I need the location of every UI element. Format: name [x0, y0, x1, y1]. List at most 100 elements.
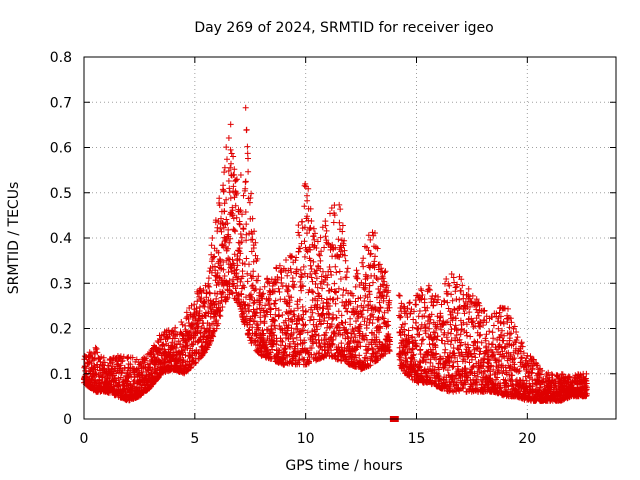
data-point: [194, 290, 201, 297]
data-point: [469, 292, 476, 299]
data-point: [323, 227, 330, 234]
y-tick-label: 0.3: [50, 276, 72, 292]
data-point: [94, 349, 101, 356]
data-point: [308, 274, 315, 281]
data-point: [201, 299, 208, 305]
data-point: [182, 352, 189, 359]
data-point: [215, 320, 222, 327]
data-point: [342, 257, 349, 264]
data-point: [118, 358, 125, 365]
data-point: [504, 315, 511, 322]
data-point: [226, 189, 233, 196]
data-point: [218, 215, 224, 222]
data-point: [98, 353, 105, 360]
data-point: [321, 332, 328, 339]
data-point: [244, 278, 251, 285]
data-point: [205, 275, 212, 282]
data-point: [236, 221, 243, 228]
data-point: [267, 305, 274, 312]
data-point: [243, 126, 250, 133]
data-point: [452, 284, 459, 291]
data-point: [347, 315, 354, 322]
data-point: [396, 292, 403, 299]
data-point: [301, 253, 308, 260]
data-point: [200, 287, 207, 294]
data-point: [337, 206, 344, 213]
data-point: [198, 295, 205, 302]
data-point: [217, 313, 224, 320]
data-point: [109, 359, 116, 366]
data-point: [100, 354, 107, 361]
data-point: [481, 307, 488, 314]
data-point: [448, 291, 455, 298]
data-point: [161, 348, 168, 355]
data-point: [319, 224, 326, 231]
data-point: [361, 298, 368, 304]
data-point: [360, 263, 367, 270]
data-point: [173, 345, 180, 351]
data-point: [295, 229, 302, 236]
data-point: [237, 172, 244, 178]
data-point: [322, 233, 329, 240]
y-tick-label: 0.8: [50, 50, 72, 66]
y-tick-label: 0: [63, 412, 72, 428]
data-point: [244, 143, 251, 150]
data-point: [395, 292, 402, 299]
chart-title: Day 269 of 2024, SRMTID for receiver ige…: [194, 20, 493, 36]
data-point: [264, 279, 271, 286]
data-point: [335, 308, 342, 315]
data-point: [206, 322, 213, 329]
data-point: [248, 190, 255, 197]
data-point: [426, 320, 433, 327]
data-point: [184, 342, 191, 349]
data-point: [331, 280, 338, 287]
data-point: [332, 263, 339, 270]
data-point: [176, 356, 183, 363]
data-point: [299, 316, 306, 323]
data-point: [307, 262, 314, 269]
data-point: [180, 357, 187, 363]
data-point: [245, 168, 252, 175]
y-tick-label: 0.2: [50, 322, 72, 338]
data-point: [188, 364, 195, 371]
data-point: [200, 350, 207, 357]
data-point: [316, 252, 323, 259]
x-tick-label: 0: [80, 431, 89, 447]
data-point: [483, 331, 490, 338]
data-point: [203, 289, 210, 296]
data-point: [420, 336, 427, 343]
data-point: [343, 274, 350, 281]
data-point: [299, 218, 306, 225]
data-point: [353, 267, 360, 274]
data-point: [124, 355, 131, 362]
data-point: [119, 357, 126, 364]
y-tick-label: 0.1: [50, 367, 72, 383]
data-point: [205, 280, 212, 287]
data-point: [376, 261, 383, 268]
data-point: [310, 258, 317, 265]
data-point: [101, 359, 108, 366]
data-point: [295, 222, 302, 229]
data-point: [215, 249, 222, 256]
data-point: [462, 365, 469, 372]
data-point: [308, 266, 315, 272]
data-point: [409, 324, 416, 331]
data-point: [442, 346, 449, 353]
data-point: [245, 155, 251, 162]
x-axis-label: GPS time / hours: [285, 458, 402, 474]
data-point: [243, 231, 250, 238]
data-point: [476, 351, 483, 358]
data-point: [360, 255, 367, 262]
data-point: [310, 225, 317, 232]
data-point: [405, 327, 412, 334]
data-point: [320, 268, 326, 275]
data-point: [461, 310, 468, 317]
data-point: [216, 195, 223, 202]
data-point: [250, 300, 257, 307]
data-point: [304, 197, 311, 204]
data-point: [296, 232, 303, 239]
y-tick-label: 0.7: [50, 95, 72, 111]
data-point: [216, 202, 223, 209]
data-point: [319, 285, 326, 292]
